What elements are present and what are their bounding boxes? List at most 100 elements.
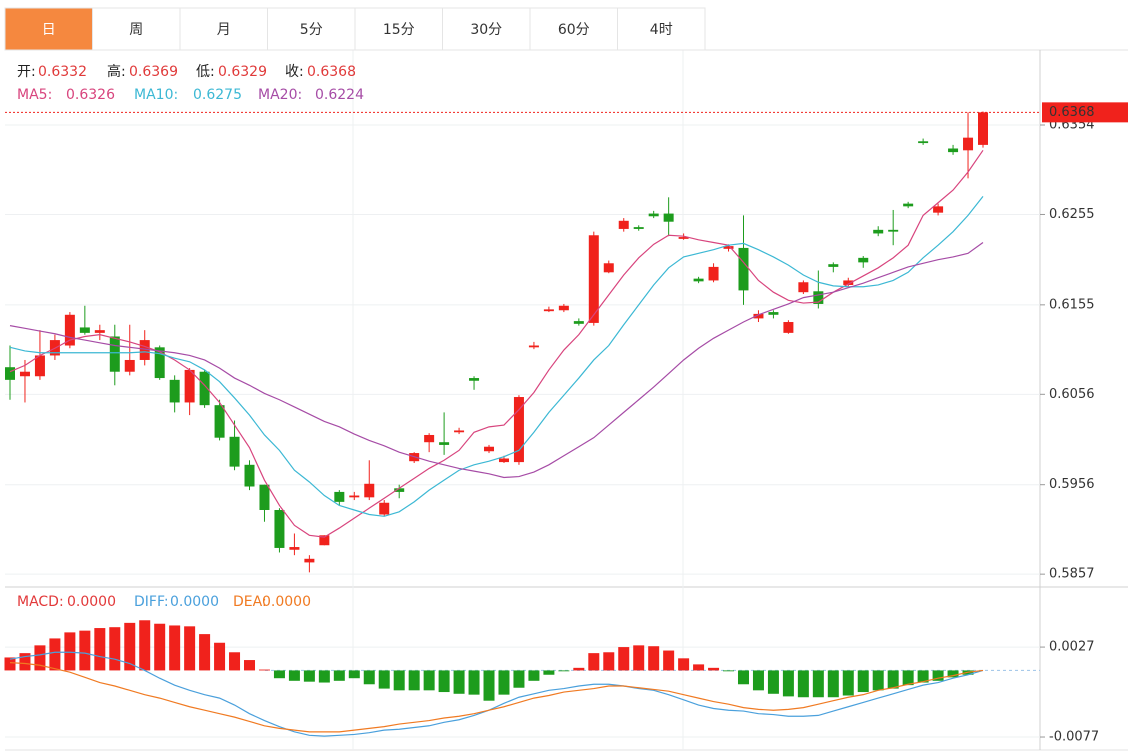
ohlc-value: 0.6368 [307,64,356,80]
tab-label[interactable]: 4时 [650,22,673,38]
candle-body [828,264,839,267]
y-tick-label: 0.6255 [1049,207,1095,222]
candle-body [229,436,240,467]
candle-body [304,558,315,563]
tab-label[interactable]: 日 [42,22,56,38]
macd-bar [558,670,570,672]
legend-label: DEA: [233,594,267,610]
candle-body [948,148,959,153]
ohlc-label: 低: [196,64,215,80]
candle-body [618,220,629,229]
candle-body [873,229,884,234]
macd-line [9,662,984,733]
candle-body [274,509,285,548]
macd-bar [917,670,929,683]
candle-body [678,237,689,239]
candle-body [259,484,270,510]
macd-bar [752,670,764,691]
candle-body [858,257,869,263]
candle-body [469,378,480,381]
legend-label: MACD: [17,594,64,610]
macd-bar [214,642,226,671]
candle-body [918,141,929,144]
candle-body [319,535,330,546]
candle-body [349,495,360,498]
macd-bar [468,670,480,695]
macd-bar [812,670,824,698]
candle-body [139,340,150,360]
macd-bar [737,670,749,685]
macd-bar [723,670,735,672]
macd-bar [258,669,270,671]
candle-body [484,446,495,452]
tab-label[interactable]: 周 [129,22,143,38]
macd-bar [408,670,420,691]
candle-body [708,266,719,281]
y-tick-label: -0.0077 [1049,730,1099,745]
candle-body [813,291,824,304]
tab-label[interactable]: 5分 [300,22,323,38]
ma-line [9,196,984,517]
candle-body [768,312,779,315]
macd-line [9,651,984,737]
tab-label[interactable]: 30分 [470,22,502,38]
legend-value: 0.0000 [67,594,116,610]
legend-value: 0.6275 [193,87,242,103]
candle-body [933,206,944,213]
candle-body [603,263,614,273]
candle-body [978,112,988,145]
macd-bar [857,670,869,693]
candle-body [439,442,450,445]
tab-label[interactable]: 月 [217,22,231,38]
macd-bar [363,670,375,685]
legend-value: 0.6224 [315,87,364,103]
candle-body [379,502,390,515]
macd-bar [947,670,959,678]
candle-body [154,347,165,379]
ohlc-value: 0.6332 [38,64,87,80]
macd-bar [438,670,450,693]
tab-label[interactable]: 15分 [383,22,415,38]
candle-body [394,488,405,492]
macd-bar [573,667,585,671]
macd-bar [543,670,555,675]
macd-bar [139,620,151,671]
last-price-tag [1042,102,1128,123]
tab[interactable] [179,7,268,51]
ma-line [9,242,984,479]
macd-bar [288,670,300,681]
candle-body [753,313,764,319]
tab[interactable] [92,7,181,51]
tab[interactable] [617,7,706,51]
candle-body [648,213,659,217]
candle-body [424,434,435,443]
candle-body [783,322,794,333]
macd-bar [303,670,315,682]
ohlc-label: 高: [107,63,126,80]
y-tick-label: 0.0027 [1049,640,1095,655]
macd-bar [318,670,330,683]
macd-bar [34,645,46,671]
legend-value: 0.0000 [170,594,219,610]
tab[interactable] [529,7,618,51]
tab[interactable] [442,7,531,51]
macd-bar [64,632,76,671]
macd-bar [184,626,196,671]
macd-bar [79,630,91,671]
y-tick-label: 0.5956 [1049,477,1095,492]
tab[interactable] [267,7,356,51]
macd-bar [229,652,241,671]
candle-body [184,369,195,403]
tab[interactable] [354,7,443,51]
macd-bar [513,670,525,688]
candle-body [199,371,210,406]
legend-label: MA20: [258,87,302,103]
candle-body [528,345,539,348]
macd-bar [842,670,854,696]
candle-body [738,247,749,291]
macd-bar [393,670,405,691]
candle-body [663,213,674,222]
tab-label[interactable]: 60分 [558,22,590,38]
